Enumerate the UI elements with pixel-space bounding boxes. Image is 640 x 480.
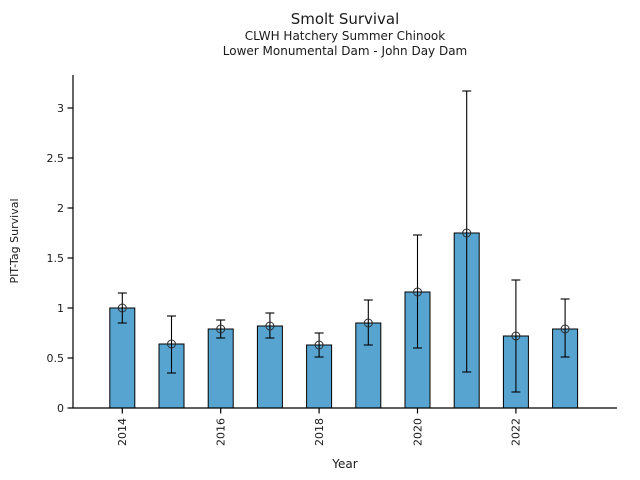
y-tick-label-3: 3 [57,102,64,115]
data-marker-2021 [462,228,472,238]
y-tick-label-1: 1 [57,302,64,315]
x-tick-label-2022: 2022 [510,418,523,446]
data-marker-2022 [511,331,521,341]
x-tick-label-2020: 2020 [411,418,424,446]
data-marker-2019 [363,318,373,328]
y-tick-label-2.5: 2.5 [47,152,65,165]
x-tick-label-2018: 2018 [313,418,326,446]
y-tick-label-0.5: 0.5 [47,352,65,365]
x-tick-label-2016: 2016 [215,418,228,446]
x-tick-label-2014: 2014 [116,418,129,446]
bar-2016 [207,328,234,409]
data-marker-2017 [265,321,275,331]
data-marker-2015 [167,339,176,349]
data-marker-2016 [216,324,226,334]
data-marker-2014 [117,303,127,313]
data-marker-2020 [413,287,422,297]
bar-2014 [109,307,136,409]
x-axis-label: Year [332,457,358,471]
y-tick-label-1.5: 1.5 [47,252,65,265]
data-marker-2018 [314,340,324,350]
y-tick-label-0: 0 [57,402,64,415]
y-tick-label-2: 2 [57,202,64,215]
chart-subtitle-stock: CLWH Hatchery Summer Chinook [244,29,446,43]
data-marker-2023 [560,324,570,334]
chart-title: Smolt Survival [290,10,400,28]
chart-subtitle-reach: Lower Monumental Dam - John Day Dam [222,44,468,58]
